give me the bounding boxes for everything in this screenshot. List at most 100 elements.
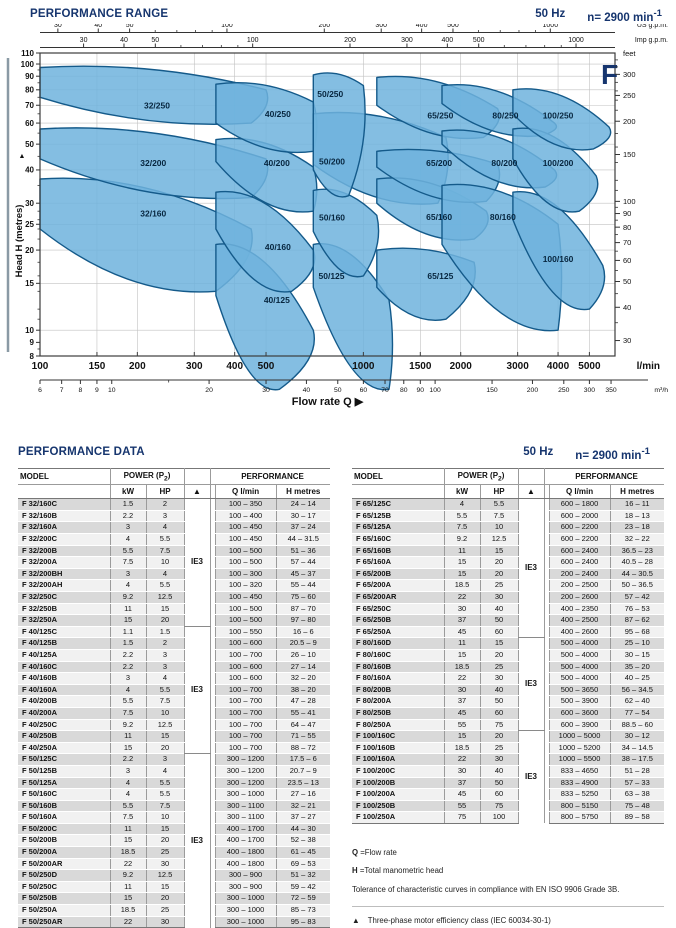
kw-cell: 3 xyxy=(110,672,147,685)
q-range-cell: 833 – 4650 xyxy=(548,765,611,778)
pump-region-label: 80/200 xyxy=(491,158,517,168)
model-cell: F 80/160C xyxy=(352,649,445,662)
kw-cell: 18.5 xyxy=(444,742,481,755)
h-range-cell: 30 – 15 xyxy=(610,649,665,662)
h-range-cell: 51 – 32 xyxy=(276,869,331,882)
model-cell: F 65/125C xyxy=(352,498,445,511)
h-range-cell: 47 – 28 xyxy=(276,695,331,708)
performance-data-header: PERFORMANCE DATA 50 Hz n= 2900 min-1 xyxy=(0,432,676,462)
table-row: F 40/200A 7.5 10 100 – 700 55 – 41 xyxy=(18,707,331,720)
col-q: Q l/min xyxy=(214,484,277,500)
col-spacer xyxy=(544,467,550,486)
m3h-tick-label: 100 xyxy=(429,387,441,394)
hp-cell: 1.5 xyxy=(146,626,185,639)
table-row: F 50/125B 3 4 300 – 1200 20.7 – 9 xyxy=(18,765,331,778)
lmin-tick-label: 500 xyxy=(258,361,275,372)
h-range-cell: 89 – 58 xyxy=(610,811,665,824)
kw-cell: 18.5 xyxy=(444,661,481,674)
model-cell: F 40/125C xyxy=(18,626,111,639)
h-range-cell: 44 – 30 xyxy=(276,823,331,836)
table-row: F 32/200C 4 5.5 100 – 450 44 – 31.5 xyxy=(18,533,331,546)
imp-gpm-axis-tick-label: 100 xyxy=(247,37,259,44)
q-range-cell: 600 – 2400 xyxy=(548,545,611,558)
h-range-cell: 38 – 20 xyxy=(276,684,331,697)
metre-tick-label: 30 xyxy=(25,199,34,208)
col-performance: PERFORMANCE xyxy=(215,467,331,486)
hp-cell: 5.5 xyxy=(146,788,185,801)
hp-cell: 15 xyxy=(480,545,519,558)
table-row: F 50/250A 18.5 25 300 – 1000 85 – 73 xyxy=(18,904,331,917)
hp-cell: 4 xyxy=(146,568,185,581)
model-cell: F 80/160D xyxy=(352,637,445,650)
pump-region-label: 40/200 xyxy=(264,158,290,168)
pump-region-label: 50/200 xyxy=(319,156,345,166)
table-row: F 65/125C 4 5.5 IE3 600 – 1800 16 – 11 xyxy=(352,498,665,824)
performance-range-header: PERFORMANCE RANGE 50 Hz n= 2900 min-1 xyxy=(0,0,676,24)
frequency-label: 50 Hz xyxy=(535,8,566,20)
kw-cell: 3 xyxy=(110,521,147,535)
feet-tick-label: 250 xyxy=(623,91,636,100)
us-gpm-axis-tick-label: 500 xyxy=(447,24,459,29)
hp-cell: 10 xyxy=(146,811,185,824)
kw-cell: 4 xyxy=(110,788,147,801)
hp-cell: 4 xyxy=(146,521,185,535)
hp-cell: 30 xyxy=(480,591,519,604)
col-hp: HP xyxy=(146,484,185,500)
q-range-cell: 100 – 320 xyxy=(214,579,277,592)
hp-cell: 7.5 xyxy=(146,800,185,813)
model-cell: F 50/160A xyxy=(18,811,111,824)
q-range-cell: 400 – 1800 xyxy=(214,846,277,859)
h-range-cell: 95 – 83 xyxy=(276,916,331,928)
kw-cell: 15 xyxy=(444,730,481,743)
q-range-cell: 1000 – 5000 xyxy=(548,730,611,743)
kw-cell: 30 xyxy=(444,684,481,697)
q-range-cell: 100 – 600 xyxy=(214,672,277,685)
hp-cell: 4 xyxy=(146,672,185,685)
q-range-cell: 200 – 2400 xyxy=(548,568,611,581)
h-range-cell: 38 – 17.5 xyxy=(610,753,665,766)
frequency-label: 50 Hz xyxy=(523,445,554,458)
h-range-cell: 17.5 – 6 xyxy=(276,753,331,766)
performance-tables: MODEL POWER (P2) PERFORMANCE kW HP ▲ Q l… xyxy=(0,462,676,928)
table-row: F 50/250C 11 15 300 – 900 59 – 42 xyxy=(18,881,331,894)
metre-tick-label: 40 xyxy=(25,166,34,175)
hp-cell: 30 xyxy=(480,753,519,766)
kw-cell: 75 xyxy=(444,811,481,824)
kw-cell: 4 xyxy=(444,498,481,511)
table-row: F 100/250A 75 100 800 – 5750 89 – 58 xyxy=(352,811,665,824)
h-range-cell: 75 – 60 xyxy=(276,591,331,604)
metre-tick-label: 80 xyxy=(25,85,34,94)
model-cell: F 65/250B xyxy=(352,614,445,627)
q-range-cell: 400 – 1800 xyxy=(214,858,277,871)
model-cell: F 50/200B xyxy=(18,834,111,848)
table-row: F 32/200B 5.5 7.5 100 – 500 51 – 36 xyxy=(18,545,331,558)
q-range-cell: 100 – 400 xyxy=(214,510,277,523)
hp-cell: 7.5 xyxy=(480,510,519,523)
q-range-cell: 300 – 900 xyxy=(214,869,277,882)
efficiency-class-cell: IE3 xyxy=(518,498,545,639)
model-cell: F 32/200A xyxy=(18,556,111,569)
kw-cell: 37 xyxy=(444,614,481,627)
h-range-cell: 77 – 54 xyxy=(610,707,665,720)
imp-gpm-axis-tick-label: 40 xyxy=(120,37,128,44)
kw-cell: 7.5 xyxy=(110,707,147,720)
model-cell: F 100/160B xyxy=(352,742,445,755)
metre-tick-label: 25 xyxy=(25,220,34,229)
column-spacer xyxy=(210,498,216,928)
h-range-cell: 23.5 – 13 xyxy=(276,777,331,790)
data-conditions: 50 Hz n= 2900 min-1 xyxy=(523,446,650,462)
table-row: F 50/160B 5.5 7.5 300 – 1100 32 – 21 xyxy=(18,800,331,813)
model-cell: F 40/250C xyxy=(18,719,111,732)
table-body-left: F 32/160C 1.5 2 IE3 100 – 350 24 – 14 F 32/160… xyxy=(18,498,331,928)
q-range-cell: 833 – 5250 xyxy=(548,788,611,801)
table-row: F 80/160C 15 20 500 – 4000 30 – 15 xyxy=(352,649,665,662)
kw-cell: 2.2 xyxy=(110,753,147,766)
us-gpm-axis-tick-label: 400 xyxy=(416,24,428,29)
h-range-cell: 18 – 13 xyxy=(610,510,665,523)
kw-cell: 5.5 xyxy=(110,800,147,813)
q-range-cell: 300 – 1200 xyxy=(214,753,277,766)
hp-cell: 5.5 xyxy=(480,498,519,511)
model-cell: F 100/200C xyxy=(352,765,445,778)
left-table-column: MODEL POWER (P2) PERFORMANCE kW HP ▲ Q l… xyxy=(18,467,331,928)
hp-cell: 3 xyxy=(146,661,185,674)
